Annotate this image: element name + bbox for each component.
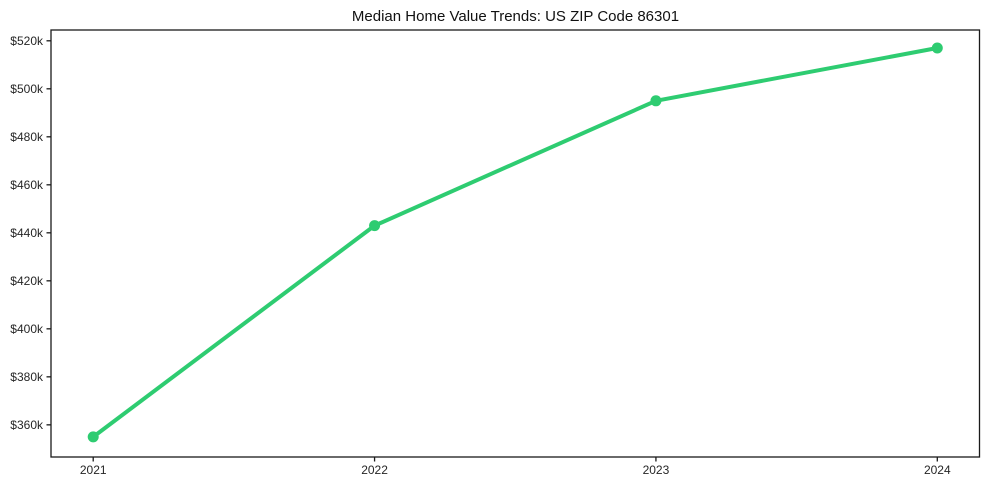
data-point-2021 — [87, 431, 99, 443]
x-tick-label: 2024 — [924, 463, 951, 477]
y-tick-label: $440k — [10, 226, 44, 240]
data-point-2022 — [369, 220, 381, 232]
data-point-2024 — [931, 42, 943, 54]
data-point-2023 — [650, 95, 662, 107]
y-tick-label: $400k — [10, 322, 44, 336]
trend-line — [91, 46, 940, 439]
y-tick-label: $380k — [10, 370, 44, 384]
y-tick-label: $480k — [10, 130, 44, 144]
y-tick-label: $500k — [10, 82, 44, 96]
x-tick-label: 2022 — [361, 463, 388, 477]
x-tick-label: 2021 — [80, 463, 107, 477]
chart-title: Median Home Value Trends: US ZIP Code 86… — [351, 8, 680, 25]
plot-frame — [50, 29, 981, 458]
y-tick-label: $360k — [10, 418, 44, 432]
y-tick-label: $520k — [10, 34, 44, 48]
y-tick-label: $420k — [10, 274, 44, 288]
y-tick-label: $460k — [10, 178, 44, 192]
x-tick-label: 2023 — [643, 463, 670, 477]
